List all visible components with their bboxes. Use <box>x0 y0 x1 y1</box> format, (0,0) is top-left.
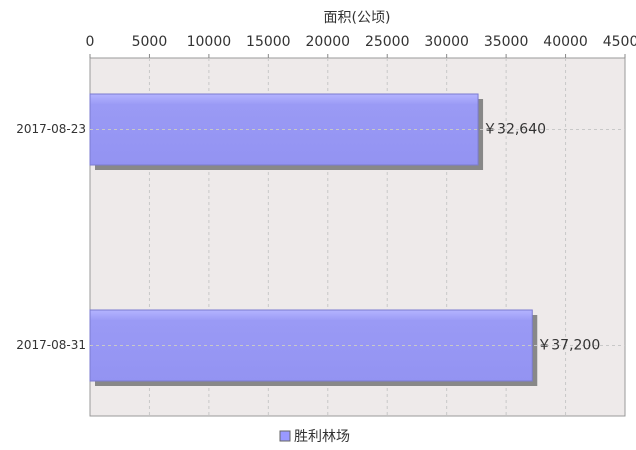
y-tick-label: 2017-08-23 <box>16 122 86 136</box>
legend-swatch <box>279 430 291 442</box>
x-tick-label: 40000 <box>543 34 588 50</box>
data-label: ￥37,200 <box>537 338 600 354</box>
y-tick-label: 2017-08-31 <box>16 338 86 352</box>
x-tick-label: 0 <box>86 34 95 50</box>
axis-title: 面积(公顷) <box>324 10 391 26</box>
x-tick-label: 25000 <box>365 34 410 50</box>
x-tick-label: 30000 <box>424 34 469 50</box>
x-tick-label: 45000 <box>603 34 636 50</box>
data-label: ￥32,640 <box>483 122 546 138</box>
x-tick-label: 20000 <box>306 34 351 50</box>
x-tick-label: 35000 <box>484 34 529 50</box>
legend-label: 胜利林场 <box>294 429 350 445</box>
x-tick-label: 10000 <box>187 34 232 50</box>
x-tick-label: 15000 <box>246 34 291 50</box>
x-tick-label: 5000 <box>132 34 168 50</box>
